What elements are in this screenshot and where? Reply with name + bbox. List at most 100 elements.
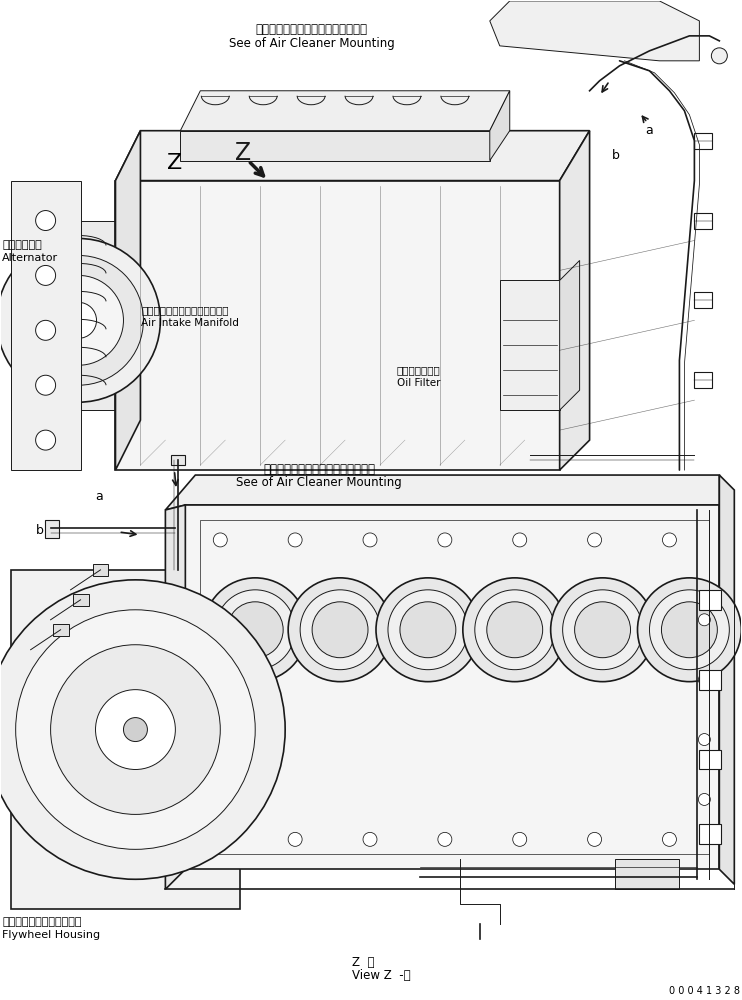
- Circle shape: [215, 590, 295, 670]
- Circle shape: [588, 832, 602, 846]
- FancyBboxPatch shape: [73, 594, 88, 606]
- Circle shape: [209, 793, 221, 805]
- Circle shape: [698, 793, 710, 805]
- FancyBboxPatch shape: [500, 280, 559, 410]
- Polygon shape: [490, 1, 700, 61]
- Text: Flywheel Housing: Flywheel Housing: [2, 930, 100, 940]
- Text: Z: Z: [167, 153, 183, 173]
- FancyBboxPatch shape: [695, 133, 712, 149]
- FancyBboxPatch shape: [695, 292, 712, 308]
- Text: b: b: [611, 149, 620, 162]
- Circle shape: [562, 590, 643, 670]
- Text: エアーインテークマニホール２: エアーインテークマニホール２: [142, 305, 229, 315]
- Text: Z  視: Z 視: [352, 956, 375, 969]
- Circle shape: [96, 690, 175, 769]
- Circle shape: [312, 602, 368, 658]
- Text: オイルフィルタ: オイルフィルタ: [397, 365, 441, 375]
- Circle shape: [227, 602, 283, 658]
- FancyBboxPatch shape: [695, 372, 712, 388]
- Circle shape: [36, 265, 56, 285]
- Circle shape: [36, 320, 56, 340]
- Polygon shape: [559, 131, 590, 470]
- Circle shape: [209, 614, 221, 626]
- Circle shape: [463, 578, 567, 682]
- Text: Air Intake Manifold: Air Intake Manifold: [142, 318, 239, 328]
- Circle shape: [300, 590, 380, 670]
- Circle shape: [698, 734, 710, 746]
- Circle shape: [588, 533, 602, 547]
- Polygon shape: [490, 91, 510, 161]
- Text: Z: Z: [235, 141, 252, 165]
- Circle shape: [209, 674, 221, 686]
- Circle shape: [574, 602, 631, 658]
- Circle shape: [123, 718, 148, 742]
- FancyBboxPatch shape: [45, 520, 59, 538]
- Circle shape: [209, 734, 221, 746]
- Polygon shape: [10, 181, 81, 470]
- Circle shape: [513, 832, 527, 846]
- Circle shape: [712, 48, 727, 64]
- Polygon shape: [116, 131, 140, 470]
- FancyBboxPatch shape: [695, 213, 712, 229]
- Circle shape: [16, 610, 255, 849]
- Circle shape: [438, 533, 452, 547]
- FancyBboxPatch shape: [700, 590, 721, 610]
- Circle shape: [203, 578, 307, 682]
- Circle shape: [663, 832, 677, 846]
- Circle shape: [400, 602, 456, 658]
- Circle shape: [663, 533, 677, 547]
- Circle shape: [698, 674, 710, 686]
- Circle shape: [513, 533, 527, 547]
- Circle shape: [363, 533, 377, 547]
- FancyBboxPatch shape: [700, 670, 721, 690]
- FancyBboxPatch shape: [171, 455, 186, 465]
- Polygon shape: [165, 505, 186, 889]
- Circle shape: [36, 211, 56, 231]
- Polygon shape: [10, 570, 240, 909]
- Text: b: b: [36, 524, 44, 537]
- Polygon shape: [165, 475, 719, 510]
- Circle shape: [0, 580, 285, 879]
- Text: See of Air Cleaner Mounting: See of Air Cleaner Mounting: [229, 37, 395, 50]
- Circle shape: [36, 430, 56, 450]
- Circle shape: [698, 614, 710, 626]
- FancyBboxPatch shape: [700, 750, 721, 769]
- Polygon shape: [116, 131, 590, 181]
- Circle shape: [36, 375, 56, 395]
- Polygon shape: [10, 221, 131, 410]
- Text: a: a: [646, 124, 654, 137]
- Polygon shape: [186, 505, 719, 869]
- Text: オルタネータ: オルタネータ: [2, 240, 42, 250]
- Circle shape: [376, 578, 480, 682]
- Text: Alternator: Alternator: [2, 253, 59, 263]
- Text: a: a: [95, 490, 103, 503]
- Circle shape: [0, 238, 160, 402]
- Text: エアークリーナマウンティング参照: エアークリーナマウンティング参照: [263, 463, 375, 476]
- Circle shape: [363, 832, 377, 846]
- Circle shape: [475, 590, 555, 670]
- Circle shape: [33, 275, 123, 365]
- Circle shape: [50, 645, 220, 814]
- Polygon shape: [116, 181, 559, 470]
- FancyBboxPatch shape: [53, 624, 68, 636]
- Text: See of Air Cleaner Mounting: See of Air Cleaner Mounting: [236, 476, 402, 489]
- Circle shape: [288, 533, 302, 547]
- Circle shape: [288, 578, 392, 682]
- Circle shape: [661, 602, 718, 658]
- Text: 0 0 0 4 1 3 2 8: 0 0 0 4 1 3 2 8: [669, 986, 740, 996]
- Polygon shape: [614, 859, 680, 889]
- Polygon shape: [180, 131, 490, 161]
- Circle shape: [637, 578, 741, 682]
- Circle shape: [649, 590, 729, 670]
- Circle shape: [213, 533, 227, 547]
- Text: エアークリーナマウンティング参照: エアークリーナマウンティング参照: [256, 23, 368, 36]
- FancyBboxPatch shape: [700, 824, 721, 844]
- Circle shape: [388, 590, 467, 670]
- Polygon shape: [180, 91, 510, 131]
- Circle shape: [213, 832, 227, 846]
- Circle shape: [61, 302, 96, 338]
- Text: View Z  -。: View Z -。: [352, 969, 411, 982]
- Circle shape: [288, 832, 302, 846]
- Circle shape: [551, 578, 654, 682]
- Polygon shape: [559, 260, 580, 410]
